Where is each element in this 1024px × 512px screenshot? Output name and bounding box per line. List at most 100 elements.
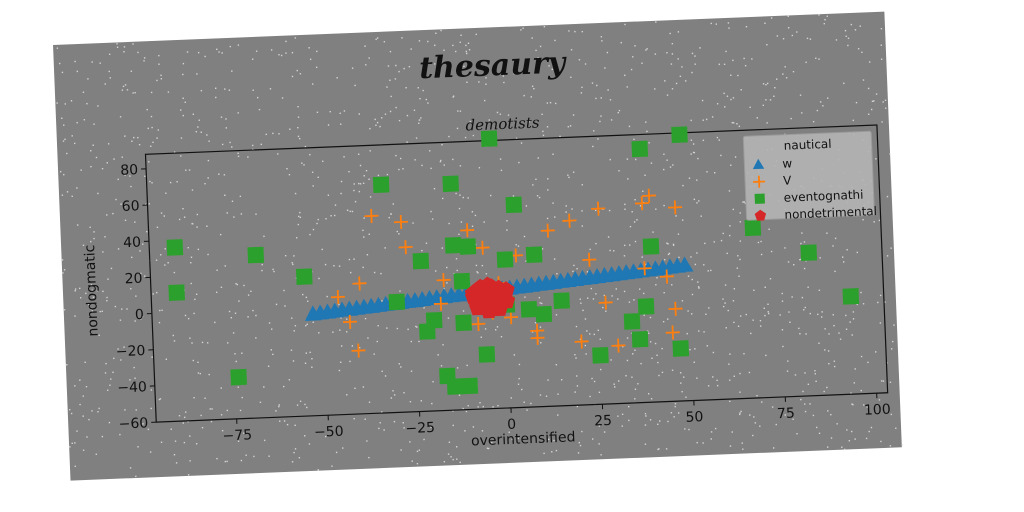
x-tick-label: 50 [685, 409, 703, 426]
data-point [475, 240, 490, 255]
legend-marker [754, 193, 765, 204]
legend-title: nautical [783, 137, 831, 153]
data-point [453, 272, 471, 290]
legend-box [742, 130, 875, 221]
series-nondetrimental [464, 276, 516, 319]
data-point [331, 289, 346, 305]
data-point [490, 283, 508, 300]
data-point [525, 246, 543, 264]
data-point [351, 343, 366, 358]
y-axis-label: nondogmatic [82, 244, 102, 337]
data-point [553, 292, 570, 310]
data-point [672, 340, 690, 357]
data-point [478, 346, 496, 363]
data-point [665, 325, 680, 340]
y-tick-label: −60 [118, 415, 148, 432]
x-tick-label: 75 [777, 405, 795, 422]
data-point [505, 196, 523, 214]
legend-entry: eventognathi [783, 188, 863, 205]
x-tick-label: −25 [405, 420, 435, 437]
data-point [535, 305, 553, 323]
x-axis-label: overintensified [471, 429, 576, 449]
y-tick-label: 80 [120, 162, 138, 179]
data-point [442, 175, 460, 193]
data-point [446, 378, 464, 395]
legend-entry: nondetrimental [784, 204, 877, 222]
x-tick-label: 0 [507, 417, 517, 433]
data-point [166, 239, 184, 256]
data-point [668, 301, 683, 316]
data-point [388, 293, 406, 311]
data-point [671, 126, 688, 144]
data-point [637, 261, 652, 276]
data-point [842, 288, 860, 305]
data-point [475, 287, 493, 305]
y-tick-label: −40 [117, 379, 147, 396]
x-tick-label: 25 [594, 413, 612, 430]
axes-frame [144, 124, 889, 423]
data-point [455, 314, 472, 332]
legend-entry: V [783, 173, 793, 187]
data-point [496, 251, 514, 268]
data-point [631, 330, 649, 348]
y-tick-label: −20 [116, 343, 146, 360]
data-point [659, 269, 674, 284]
data-point [352, 276, 367, 291]
data-point [398, 240, 413, 255]
data-point [364, 208, 379, 223]
data-point [342, 314, 358, 329]
figure-title: thesaury [419, 45, 569, 86]
data-point [676, 256, 694, 273]
x-axis: −75 −50 −25 0 25 50 75 100 [222, 393, 891, 444]
data-point [480, 130, 498, 148]
data-point [631, 140, 649, 158]
data-point [591, 201, 606, 216]
data-point [562, 213, 577, 228]
data-point [530, 323, 545, 338]
data-point [668, 200, 683, 215]
figure-background [53, 11, 902, 481]
data-point [461, 377, 479, 395]
data-point [623, 313, 641, 330]
x-tick-label: −50 [314, 424, 344, 441]
data-point [412, 252, 430, 270]
data-point [247, 246, 265, 264]
data-point [800, 244, 818, 262]
data-point [460, 223, 475, 238]
data-point [471, 316, 486, 332]
y-tick-label: 0 [135, 307, 145, 323]
data-point [230, 368, 248, 386]
data-point [582, 252, 597, 267]
data-point [168, 284, 185, 301]
data-point [503, 310, 519, 325]
data-point [433, 296, 448, 311]
legend-marker [753, 175, 766, 188]
data-point [744, 219, 762, 237]
data-point [425, 312, 443, 329]
data-point [459, 238, 477, 255]
data-point [444, 236, 462, 254]
legend-marker [752, 158, 765, 170]
data-point [642, 238, 660, 255]
data-point [540, 223, 555, 238]
data-point [634, 196, 649, 211]
y-tick-label: 60 [121, 198, 139, 215]
data-point [393, 214, 408, 230]
data-point [641, 188, 657, 203]
x-tick-label: −75 [222, 427, 252, 444]
y-tick-label: 20 [124, 271, 142, 288]
data-point [592, 347, 609, 364]
data-point [574, 334, 589, 349]
data-point [637, 298, 655, 315]
data-point [295, 268, 313, 285]
data-point [436, 273, 451, 288]
x-tick-label: 100 [864, 402, 891, 419]
data-point [372, 176, 390, 194]
plot-area [166, 126, 860, 395]
data-point [611, 338, 626, 353]
y-axis: −60 −40 −20 0 20 40 60 80 [116, 162, 157, 433]
legend-marker [754, 209, 767, 221]
